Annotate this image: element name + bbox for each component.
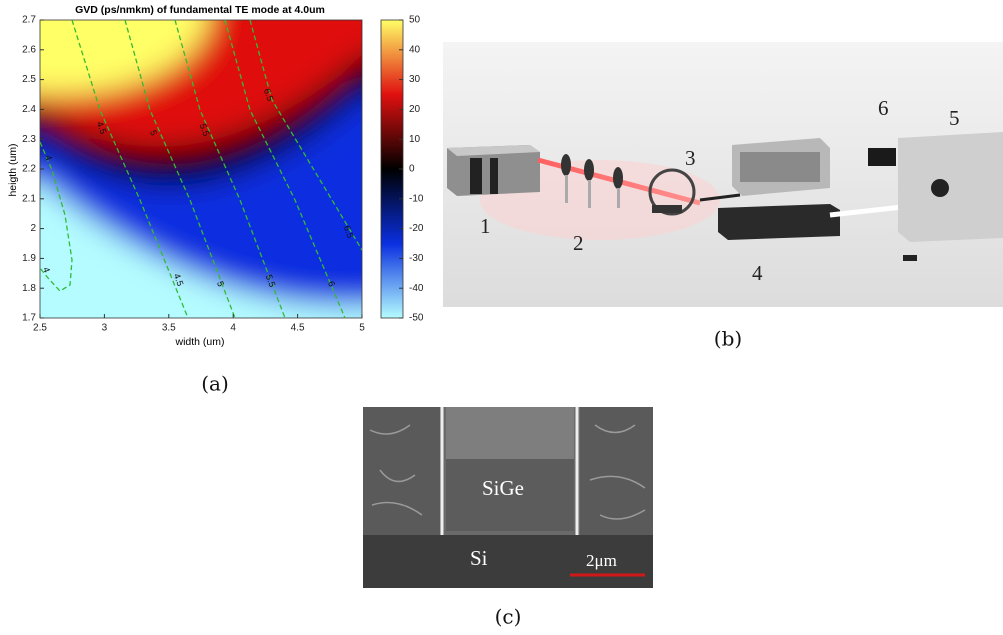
mirror-base bbox=[903, 255, 917, 261]
y-tick-label: 2.5 bbox=[22, 74, 36, 85]
y-tick-label: 1.8 bbox=[22, 283, 36, 294]
y-tick-label: 2.4 bbox=[22, 104, 36, 115]
setup-label: 4 bbox=[752, 261, 763, 285]
colorbar-tick-label: -50 bbox=[409, 313, 424, 324]
y-tick-label: 2.2 bbox=[22, 164, 36, 175]
contour-line bbox=[71, 20, 189, 318]
colorbar-tick-label: 40 bbox=[409, 44, 421, 55]
material-label: Si bbox=[470, 546, 488, 570]
laser-stripe bbox=[490, 158, 498, 194]
x-tick-label: 3.5 bbox=[162, 323, 176, 334]
colorbar-tick-label: 20 bbox=[409, 104, 421, 115]
field-peak bbox=[40, 20, 209, 95]
x-tick-label: 2.5 bbox=[33, 323, 47, 334]
colorbar-tick-label: -30 bbox=[409, 253, 424, 264]
colorbar-tick-label: 0 bbox=[409, 164, 415, 175]
contour-line bbox=[224, 20, 346, 318]
colorbar-tick-label: -20 bbox=[409, 223, 424, 234]
lenses bbox=[561, 154, 623, 208]
contour-label: 5 bbox=[215, 280, 226, 288]
y-axis-label: heigth (um) bbox=[7, 143, 19, 196]
colorbar-tick-label: 50 bbox=[409, 15, 421, 26]
texture bbox=[369, 424, 646, 520]
scale-label: 2μm bbox=[586, 551, 617, 570]
contour-label: 5 bbox=[148, 129, 159, 137]
stage bbox=[718, 204, 840, 240]
detector-port bbox=[931, 179, 949, 197]
setup-label: 2 bbox=[573, 231, 584, 255]
lockin-face bbox=[740, 152, 820, 182]
laser-top bbox=[447, 145, 540, 156]
contours: 4 4 4.5 4.5 5 5 5.5 5.5 6 6.5 6.5 bbox=[40, 20, 362, 318]
y-tick-label: 1.7 bbox=[22, 313, 36, 324]
chart-title: GVD (ps/nmkm) of fundamental TE mode at … bbox=[75, 4, 325, 16]
substrate bbox=[363, 535, 653, 588]
x-axis-label: width (um) bbox=[174, 336, 224, 348]
x-tick-label: 5 bbox=[359, 323, 365, 334]
setup-label: 5 bbox=[949, 106, 960, 130]
contour-label: 6 bbox=[326, 280, 337, 288]
detector-box bbox=[898, 132, 1003, 242]
heatmap bbox=[40, 20, 362, 318]
contour-label: 4 bbox=[41, 266, 52, 274]
y-tick-label: 2.6 bbox=[22, 44, 36, 55]
setup-label: 6 bbox=[878, 96, 889, 120]
x-tick-label: 3 bbox=[102, 323, 108, 334]
contour-label: 5.5 bbox=[198, 122, 212, 137]
chopper-base bbox=[652, 205, 682, 213]
contour-label: 5.5 bbox=[264, 273, 278, 288]
caption: (c) bbox=[495, 605, 522, 629]
contour-line bbox=[249, 20, 362, 251]
y-tick-label: 2.1 bbox=[22, 193, 36, 204]
colorbar-tick-label: 30 bbox=[409, 74, 421, 85]
colorbar-tick-label: 10 bbox=[409, 134, 421, 145]
contour-label: 6.5 bbox=[262, 87, 276, 102]
contour-label: 6.5 bbox=[342, 224, 356, 239]
laser-stripe bbox=[470, 158, 482, 194]
chopper bbox=[648, 168, 696, 216]
setup-label: 3 bbox=[685, 146, 696, 170]
x-tick-label: 4 bbox=[230, 323, 236, 334]
ridge-top bbox=[446, 407, 574, 459]
setup-label: 1 bbox=[480, 214, 491, 238]
sige-layer bbox=[446, 459, 574, 531]
sem-image: SiGe Si 2μm bbox=[363, 407, 653, 588]
contour-label: 4 bbox=[43, 154, 54, 162]
cable bbox=[699, 193, 741, 202]
material-label: SiGe bbox=[482, 476, 524, 500]
setup-render: 1 2 3 4 5 6 bbox=[443, 42, 1003, 307]
y-tick-label: 2 bbox=[30, 223, 36, 234]
contour-label: 4.5 bbox=[172, 272, 186, 287]
y-tick-label: 2.3 bbox=[22, 134, 36, 145]
colorbar-tick-label: -10 bbox=[409, 193, 424, 204]
x-tick-label: 4.5 bbox=[291, 323, 305, 334]
detector bbox=[868, 148, 896, 166]
caption: (a) bbox=[201, 372, 229, 396]
y-tick-label: 1.9 bbox=[22, 253, 36, 264]
y-tick-label: 2.7 bbox=[22, 15, 36, 26]
colorbar-tick-label: -40 bbox=[409, 283, 424, 294]
caption: (b) bbox=[714, 327, 742, 351]
contour-label: 4.5 bbox=[95, 120, 109, 135]
